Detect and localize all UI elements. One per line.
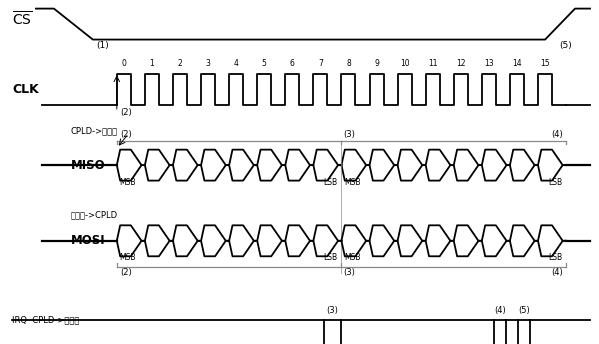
Text: 10: 10: [400, 59, 410, 68]
Text: (4): (4): [551, 130, 563, 139]
Text: (4): (4): [494, 307, 506, 315]
Text: CPLD->主设备: CPLD->主设备: [71, 126, 118, 135]
Text: 主设备->CPLD: 主设备->CPLD: [71, 210, 118, 219]
Text: (3): (3): [343, 130, 355, 139]
Text: (2): (2): [120, 268, 132, 277]
Text: 2: 2: [178, 59, 182, 68]
Text: MSB: MSB: [119, 178, 136, 187]
Text: LSB: LSB: [548, 254, 562, 262]
Text: 6: 6: [290, 59, 295, 68]
Text: CLK: CLK: [12, 83, 39, 96]
Text: 3: 3: [205, 59, 210, 68]
Text: 8: 8: [346, 59, 351, 68]
Text: (2): (2): [120, 108, 132, 117]
Text: 13: 13: [484, 59, 494, 68]
Text: (3): (3): [326, 307, 338, 315]
Text: 11: 11: [428, 59, 437, 68]
Text: LSB: LSB: [323, 254, 338, 262]
Text: 5: 5: [262, 59, 267, 68]
Text: 0: 0: [122, 59, 126, 68]
Text: LSB: LSB: [548, 178, 562, 187]
Text: 4: 4: [234, 59, 238, 68]
Text: MOSI: MOSI: [71, 234, 105, 247]
Text: 7: 7: [318, 59, 323, 68]
Text: IRQ  CPLD->主控器: IRQ CPLD->主控器: [12, 315, 79, 324]
Text: MSB: MSB: [344, 178, 361, 187]
Text: (2): (2): [120, 130, 132, 139]
Text: (3): (3): [343, 268, 355, 277]
Text: (5): (5): [559, 41, 572, 50]
Text: LSB: LSB: [323, 178, 338, 187]
Text: 1: 1: [150, 59, 155, 68]
Text: 9: 9: [374, 59, 379, 68]
Text: (4): (4): [551, 268, 563, 277]
Text: $\overline{\mathsf{CS}}$: $\overline{\mathsf{CS}}$: [12, 10, 32, 29]
Text: 12: 12: [456, 59, 465, 68]
Text: MISO: MISO: [71, 159, 105, 172]
Text: MSB: MSB: [344, 254, 361, 262]
Text: MSB: MSB: [119, 254, 136, 262]
Text: 15: 15: [540, 59, 550, 68]
Text: (5): (5): [518, 307, 530, 315]
Text: (1): (1): [96, 41, 108, 50]
Text: 14: 14: [512, 59, 522, 68]
